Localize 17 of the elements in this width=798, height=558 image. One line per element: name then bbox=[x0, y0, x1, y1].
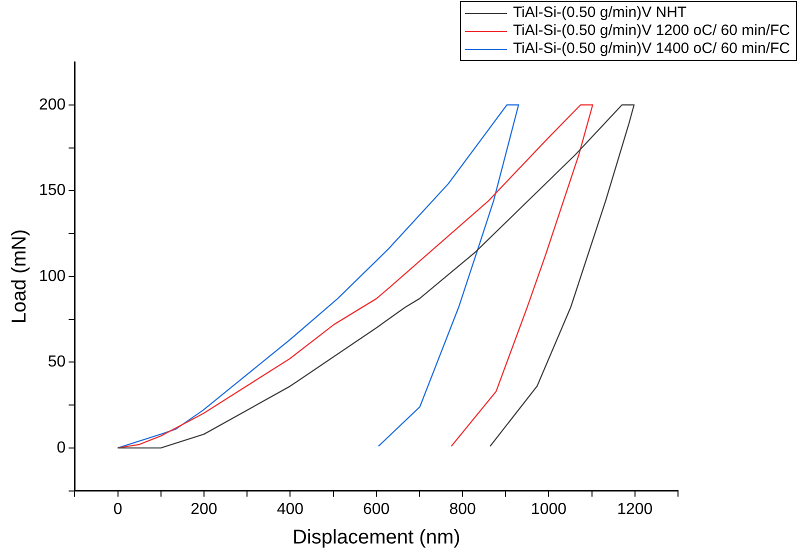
x-tick-label: 800 bbox=[449, 500, 476, 518]
y-tick-label: 150 bbox=[38, 182, 66, 200]
y-tick-label: 100 bbox=[38, 268, 66, 285]
y-tick-label: 0 bbox=[56, 439, 66, 456]
y-tick-label: 200 bbox=[38, 96, 66, 114]
legend-label: TiAl-Si-(0.50 g/min)V NHT bbox=[512, 4, 687, 22]
y-tick-label: 50 bbox=[48, 354, 66, 371]
x-tick-label: 0 bbox=[113, 500, 122, 518]
x-tick-label: 400 bbox=[276, 500, 304, 518]
x-axis-title: Displacement (nm) bbox=[292, 526, 460, 549]
x-tick-label: 1000 bbox=[530, 500, 567, 518]
legend-label: TiAl-Si-(0.50 g/min)V 1400 oC/ 60 min/FC bbox=[512, 40, 790, 58]
legend-label: TiAl-Si-(0.50 g/min)V 1200 oC/ 60 min/FC bbox=[512, 22, 790, 40]
x-tick-label: 1200 bbox=[617, 500, 653, 518]
x-tick-label: 600 bbox=[362, 500, 390, 518]
x-tick-label: 200 bbox=[190, 500, 218, 518]
y-axis-title: Load (mN) bbox=[8, 229, 31, 324]
